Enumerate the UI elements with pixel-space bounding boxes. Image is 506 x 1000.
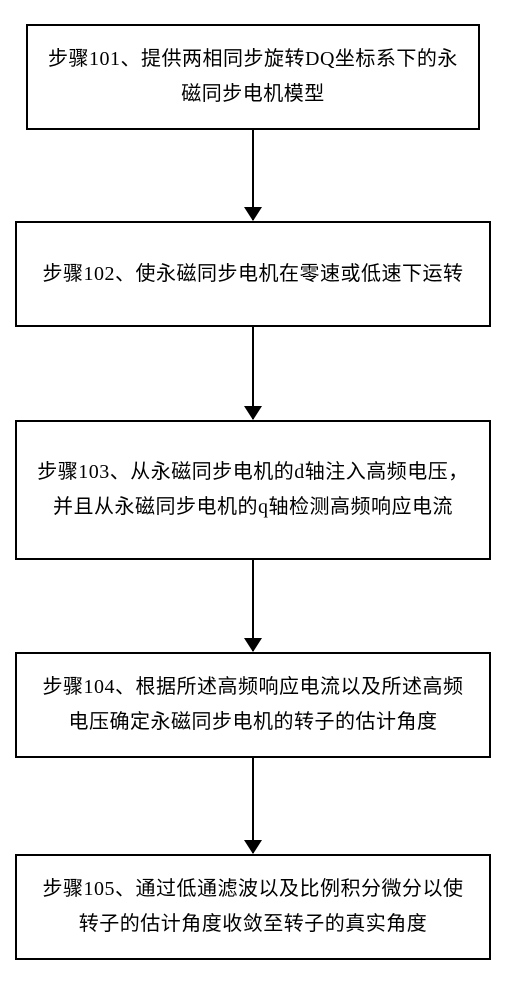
- flow-arrow-4: [252, 758, 254, 853]
- flow-node-step101: 步骤101、提供两相同步旋转DQ坐标系下的永磁同步电机模型: [26, 24, 480, 130]
- flow-node-label: 步骤103、从永磁同步电机的d轴注入高频电压，并且从永磁同步电机的q轴检测高频响…: [35, 455, 471, 525]
- flow-node-step103: 步骤103、从永磁同步电机的d轴注入高频电压，并且从永磁同步电机的q轴检测高频响…: [15, 420, 491, 560]
- flow-node-step102: 步骤102、使永磁同步电机在零速或低速下运转: [15, 221, 491, 327]
- flow-node-label: 步骤104、根据所述高频响应电流以及所述高频电压确定永磁同步电机的转子的估计角度: [35, 670, 471, 740]
- flow-node-label: 步骤102、使永磁同步电机在零速或低速下运转: [43, 257, 464, 292]
- flow-arrow-2: [252, 327, 254, 419]
- flow-node-step105: 步骤105、通过低通滤波以及比例积分微分以使转子的估计角度收敛至转子的真实角度: [15, 854, 491, 960]
- flowchart-canvas: 步骤101、提供两相同步旋转DQ坐标系下的永磁同步电机模型 步骤102、使永磁同…: [0, 0, 506, 1000]
- flow-node-step104: 步骤104、根据所述高频响应电流以及所述高频电压确定永磁同步电机的转子的估计角度: [15, 652, 491, 758]
- flow-node-label: 步骤101、提供两相同步旋转DQ坐标系下的永磁同步电机模型: [46, 42, 460, 112]
- flow-node-label: 步骤105、通过低通滤波以及比例积分微分以使转子的估计角度收敛至转子的真实角度: [35, 872, 471, 942]
- flow-arrow-1: [252, 130, 254, 220]
- flow-arrow-3: [252, 560, 254, 651]
